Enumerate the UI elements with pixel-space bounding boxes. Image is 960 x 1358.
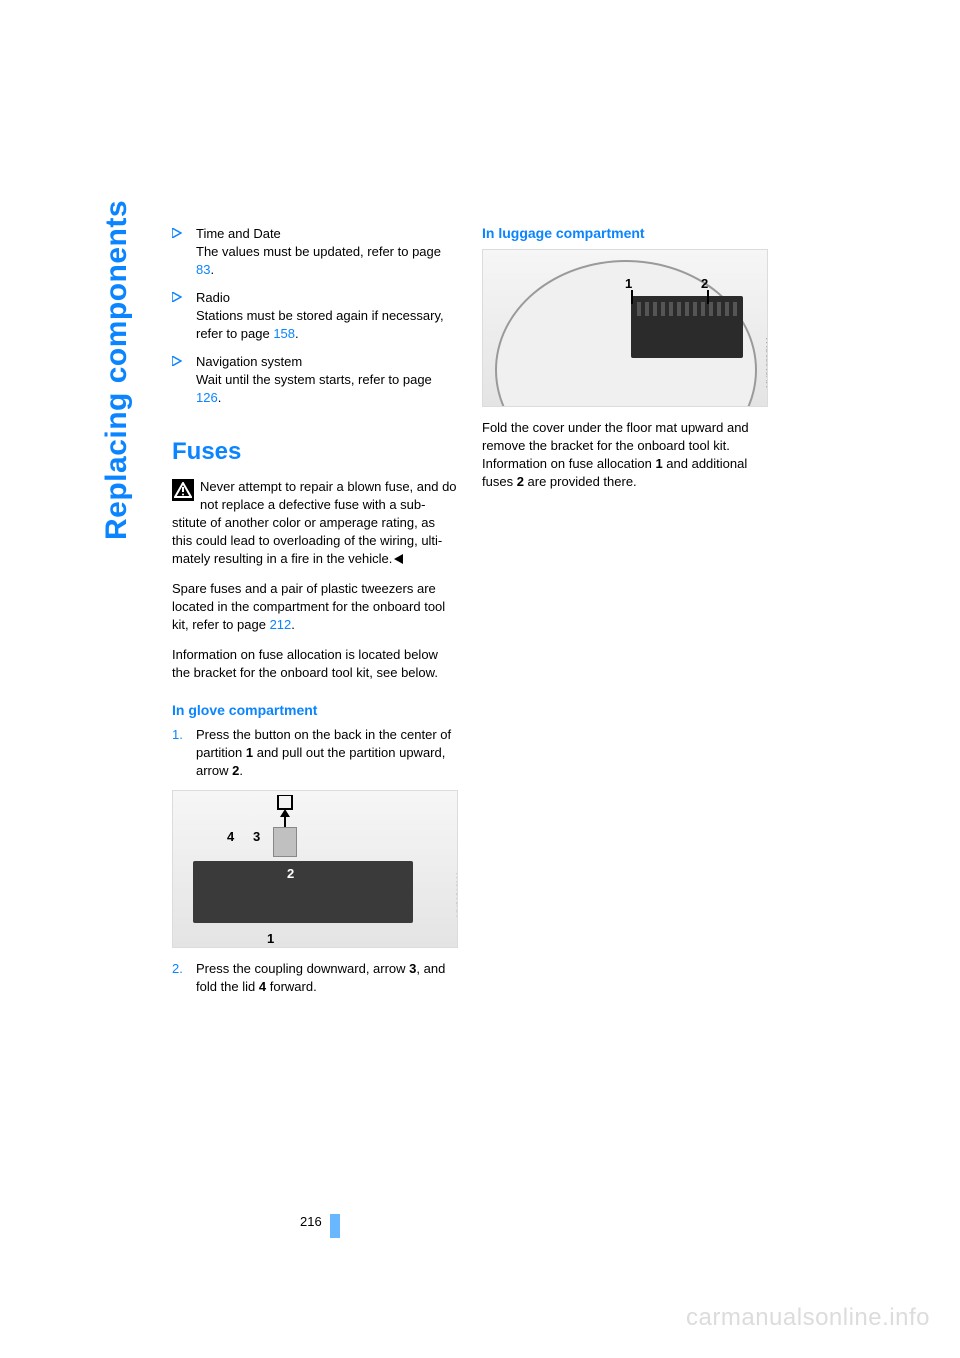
step-text: forward. [266,979,317,994]
diagram-luggage-compartment: 1 2 MV31820CMA [482,249,768,407]
page-ref-link[interactable]: 212 [270,617,292,632]
para-text: are provided there. [524,474,637,489]
bullet-title: Time and Date [196,226,281,241]
bullet-text: The values must be updated, refer to pag… [196,244,441,259]
para-text-after: . [291,617,295,632]
step-2: 2. Press the coupling downward, arrow 3,… [172,960,458,996]
step-number: 1. [172,726,196,780]
page-ref-link[interactable]: 83 [196,262,210,277]
heading-luggage-compartment: In luggage compartment [482,225,768,241]
page-number: 216 [300,1214,322,1229]
callout-ref: 2 [517,474,524,489]
warning-icon [172,479,194,501]
leader-line [707,290,709,304]
para-luggage: Fold the cover under the floor mat upwar… [482,419,768,491]
bullet-navigation: Navigation system Wait until the system … [172,353,458,407]
leader-line [631,290,633,304]
triangle-bullet-icon [172,353,196,407]
step-text: Press the coupling downward, arrow [196,961,409,976]
bullet-text-after: . [210,262,214,277]
toolkit-shape [631,296,743,358]
bullet-time-date: Time and Date The values must be updated… [172,225,458,279]
left-column: Time and Date The values must be updated… [172,225,458,1006]
heading-glove-compartment: In glove compartment [172,702,458,718]
callout-3: 3 [253,829,260,844]
watermark: carmanualsonline.info [686,1304,930,1332]
heading-fuses: Fuses [172,438,458,466]
step-number: 2. [172,960,196,996]
bullet-radio: Radio Stations must be stored again if n… [172,289,458,343]
callout-2: 2 [287,866,294,881]
bullet-text-after: . [218,390,222,405]
bullet-text: Wait until the system starts, refer to p… [196,372,432,387]
page-number-block: 216 [300,1214,340,1238]
callout-4: 4 [227,829,234,844]
bullet-title: Radio [196,290,230,305]
end-marker-icon [392,551,404,566]
lid-shape [193,861,413,923]
warning-block: Never attempt to repair a blown fuse, an… [172,478,458,568]
page-tab-icon [330,1214,340,1238]
callout-1: 1 [625,276,632,291]
para-spare-fuses: Spare fuses and a pair of plastic tweeze… [172,580,458,634]
callout-2: 2 [701,276,708,291]
step-1: 1. Press the button on the back in the c… [172,726,458,780]
callout-ref: 1 [655,456,662,471]
partition-shape [273,827,297,857]
bullet-text: Stations must be stored again if necessa… [196,308,444,341]
right-column: In luggage compartment 1 2 MV31820CMA Fo… [482,225,768,503]
warning-text: Never attempt to repair a blown fuse, an… [172,479,457,566]
triangle-bullet-icon [172,225,196,279]
triangle-bullet-icon [172,289,196,343]
para-text: Spare fuses and a pair of plastic tweeze… [172,581,445,632]
para-fuse-allocation-info: Information on fuse allocation is locate… [172,646,458,682]
bullet-title: Navigation system [196,354,302,369]
figure-code: MV31820CMA [765,336,768,388]
page: Replacing components Time and Date The v… [0,0,960,1358]
page-ref-link[interactable]: 126 [196,390,218,405]
side-title: Replacing components [100,200,134,540]
bullet-text-after: . [295,326,299,341]
step-text: . [239,763,243,778]
page-ref-link[interactable]: 158 [273,326,295,341]
callout-1: 1 [267,931,274,946]
diagram-glove-compartment: 4 3 2 1 MV31810MA [172,790,458,948]
figure-code: MV31810MA [455,871,458,917]
